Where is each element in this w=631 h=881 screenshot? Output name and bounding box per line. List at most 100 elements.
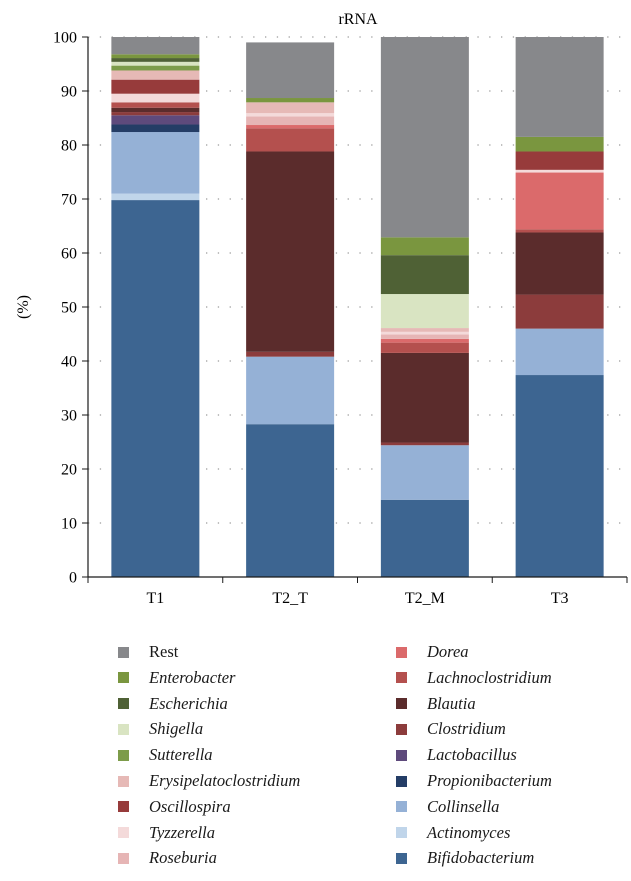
- bar-segment-T2_M-shigella: [380, 294, 469, 329]
- legend-item-escherichia: Escherichia: [118, 692, 228, 716]
- bar-segment-T1-shigella: [111, 61, 200, 66]
- bar-segment-T3-lachnoclostridium: [515, 229, 604, 233]
- bar-segment-T1-clostridium: [111, 112, 200, 116]
- bar-segment-T2_T-collinsella: [246, 356, 335, 425]
- legend-label: Bifidobacterium: [427, 848, 535, 868]
- legend-label: Tyzzerella: [149, 822, 215, 842]
- legend-item-rest: Rest: [118, 640, 178, 664]
- legend-label: Actinomyces: [427, 822, 511, 842]
- legend-swatch: [396, 646, 407, 658]
- legend-item-oscillospira: Oscillospira: [118, 795, 231, 819]
- bar-stack-T2_M: [380, 37, 469, 577]
- legend-label: Escherichia: [149, 693, 228, 713]
- legend-item-lachnoclostridium: Lachnoclostridium: [396, 666, 552, 690]
- bar-stack-T3: [515, 37, 604, 577]
- legend-swatch: [118, 749, 129, 761]
- stacked-bar-chart: rRNA (%) 0 10 20 30 40 50 60 70 80 90 100 T1 T2_T T2…: [15, 11, 628, 607]
- legend-label: Dorea: [427, 642, 469, 661]
- legend-item-dorea: Dorea: [396, 640, 469, 664]
- bar-segment-T2_T-roseburia: [246, 116, 335, 126]
- bar-segment-T3-bifidobacterium: [515, 375, 604, 577]
- bar-segment-T2_M-rest: [380, 37, 469, 238]
- legend-label: Blautia: [427, 693, 476, 713]
- chart-title: rRNA: [338, 11, 378, 28]
- legend-label: Lactobacillus: [427, 745, 517, 765]
- y-axis-label: (%): [15, 295, 32, 319]
- legend-label: Lachnoclostridium: [427, 667, 552, 687]
- bar-stack-T2_T: [246, 42, 335, 577]
- y-tick-label-30: 30: [61, 408, 77, 425]
- legend-label: Oscillospira: [149, 796, 231, 816]
- bar-segment-T1-actinomyces: [111, 193, 200, 201]
- bars: [111, 37, 604, 577]
- bar-segment-T2_M-roseburia: [380, 334, 469, 339]
- bar-segment-T3-blautia: [515, 232, 604, 295]
- y-tick-label-0: 0: [69, 570, 77, 587]
- bar-segment-T2_M-lachnoclostridium: [380, 342, 469, 353]
- legend-item-enterobacter: Enterobacter: [118, 666, 235, 690]
- bar-segment-T2_T-lachnoclostridium: [246, 128, 335, 152]
- legend-item-blautia: Blautia: [396, 692, 476, 716]
- y-tick-label-100: 100: [53, 30, 77, 47]
- bar-segment-T3-collinsella: [515, 328, 604, 376]
- legend-swatch: [396, 723, 407, 735]
- y-tick-label-50: 50: [61, 300, 77, 317]
- bar-segment-T2_T-clostridium: [246, 351, 335, 357]
- legend-swatch: [118, 827, 129, 839]
- bar-segment-T3-enterobacter: [515, 136, 604, 152]
- bar-segment-T3-clostridium: [515, 294, 604, 329]
- bar-segment-T1-lachnoclostridium: [111, 102, 200, 108]
- bar-segment-T2_M-erysipelatoclostridium: [380, 328, 469, 332]
- legend-item-bifidobacterium: Bifidobacterium: [396, 846, 534, 870]
- legend-swatch: [118, 801, 129, 813]
- y-tick-label-10: 10: [61, 516, 77, 533]
- bar-segment-T2_T-enterobacter: [246, 98, 335, 103]
- bar-segment-T2_M-clostridium: [380, 442, 469, 446]
- bar-segment-T3-dorea: [515, 172, 604, 230]
- bar-segment-T1-erysipelatoclostridium: [111, 70, 200, 80]
- legend-swatch: [396, 698, 407, 710]
- x-tick-label-T2_M: T2_M: [405, 590, 445, 607]
- legend-label: Clostridium: [427, 719, 506, 739]
- legend-label: Rest: [149, 642, 179, 661]
- bar-segment-T2_M-enterobacter: [380, 237, 469, 256]
- bar-segment-T1-tyzzerella: [111, 93, 200, 103]
- bar-segment-T2_T-erysipelatoclostridium: [246, 102, 335, 114]
- legend-label: Shigella: [149, 719, 204, 739]
- legend-item-sutterella: Sutterella: [118, 743, 213, 767]
- bar-segment-T3-oscillospira: [515, 151, 604, 170]
- bar-segment-T2_M-dorea: [380, 338, 469, 343]
- bar-segment-T1-oscillospira: [111, 79, 200, 94]
- bar-segment-T2_M-tyzzerella: [380, 331, 469, 335]
- legend-item-erysipelatoclostridium: Erysipelatoclostridium: [118, 769, 300, 793]
- bar-segment-T2_T-blautia: [246, 151, 335, 352]
- y-tick-label-80: 80: [61, 138, 77, 155]
- legend-label: Sutterella: [149, 745, 213, 765]
- bar-segment-T3-tyzzerella: [515, 169, 604, 173]
- bar-segment-T2_T-dorea: [246, 125, 335, 129]
- x-tick-label-T2_T: T2_T: [272, 590, 308, 607]
- bar-segment-T1-blautia: [111, 107, 200, 113]
- legend-item-actinomyces: Actinomyces: [396, 821, 510, 845]
- legend-swatch: [118, 672, 129, 684]
- y-tick-label-20: 20: [61, 462, 77, 479]
- legend-item-clostridium: Clostridium: [396, 717, 506, 741]
- x-tick-label-T1: T1: [146, 590, 164, 607]
- bar-segment-T1-bifidobacterium: [111, 200, 200, 577]
- legend-swatch: [396, 801, 407, 813]
- legend-label: Enterobacter: [149, 667, 236, 687]
- legend-swatch: [118, 698, 129, 710]
- bar-segment-T3-rest: [515, 37, 604, 137]
- bar-segment-T1-propionibacterium: [111, 124, 200, 133]
- y-tick-label-90: 90: [61, 84, 77, 101]
- legend-item-tyzzerella: Tyzzerella: [118, 821, 215, 845]
- legend-item-propionibacterium: Propionibacterium: [396, 769, 552, 793]
- legend-swatch: [118, 723, 129, 735]
- bar-segment-T1-escherichia: [111, 58, 200, 62]
- legend-swatch: [396, 749, 407, 761]
- bar-segment-T2_T-bifidobacterium: [246, 424, 335, 577]
- legend-swatch: [118, 852, 129, 864]
- legend-item-roseburia: Roseburia: [118, 846, 217, 870]
- legend-swatch: [396, 775, 407, 787]
- bar-stack-T1: [111, 37, 200, 577]
